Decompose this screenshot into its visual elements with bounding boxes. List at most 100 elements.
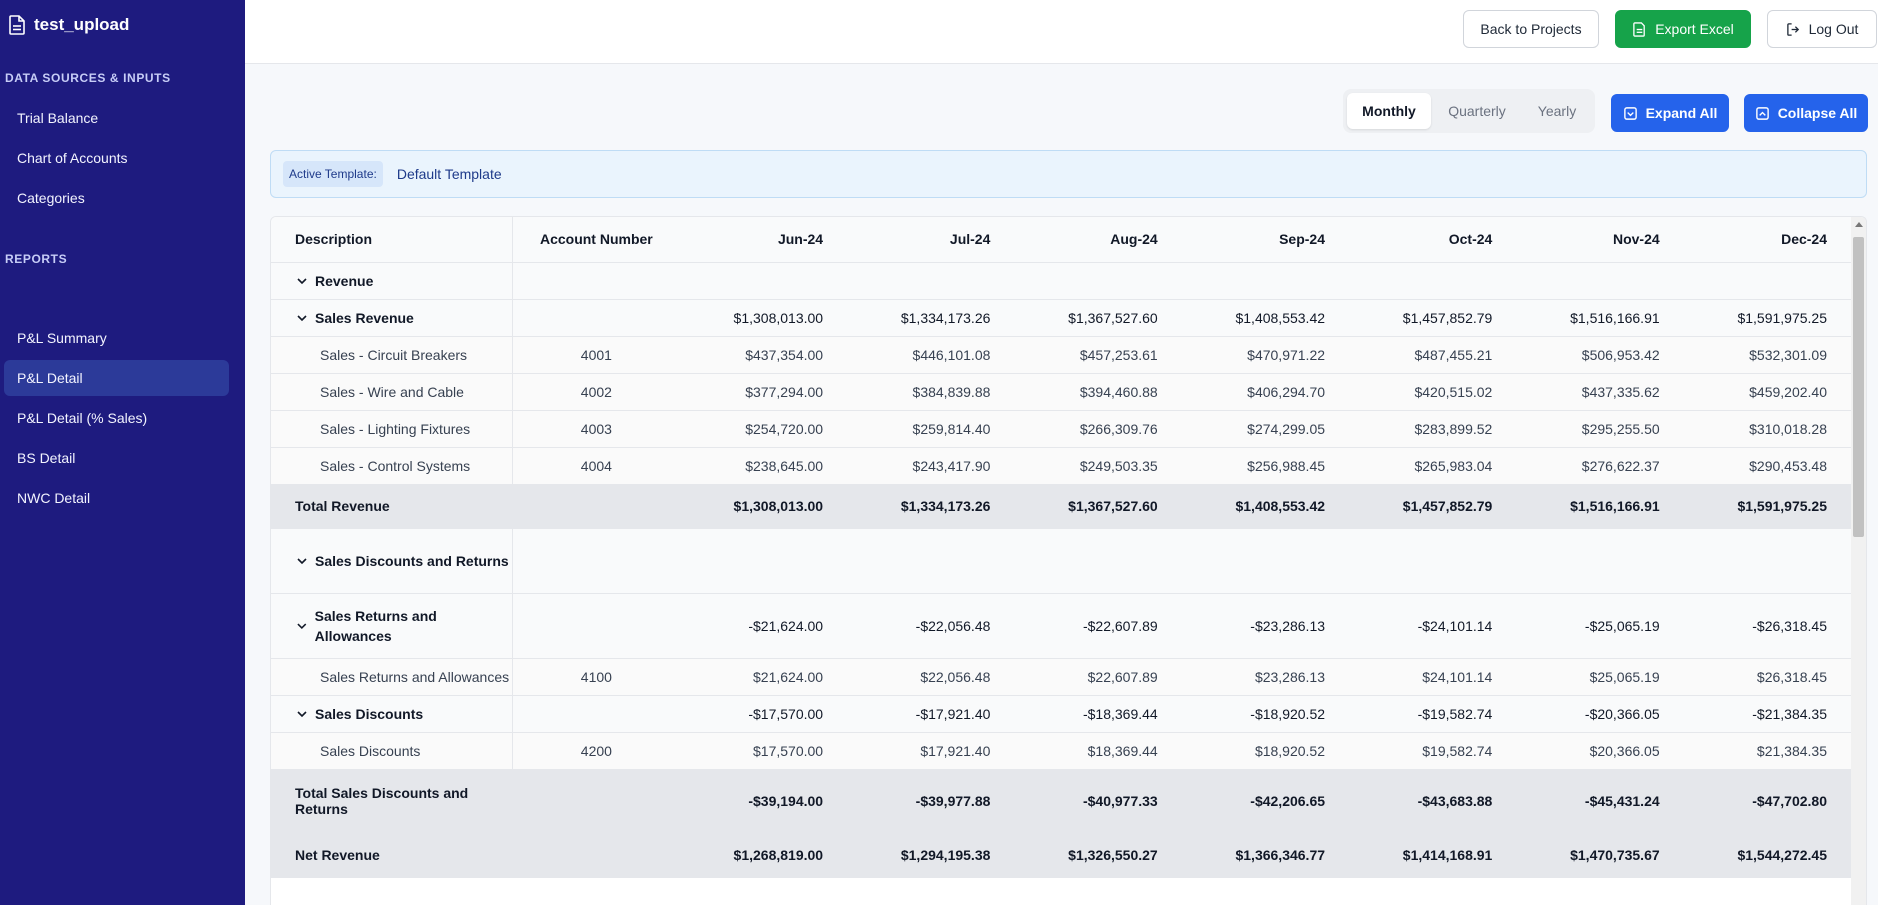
group-row[interactable]: Sales Revenue $1,308,013.00 $1,334,173.26 $… bbox=[271, 299, 1851, 336]
sidebar-item-bs-detail[interactable]: BS Detail bbox=[17, 450, 76, 466]
row-value-nov-24: $1,516,166.91 bbox=[1516, 299, 1684, 336]
row-description-label: Net Revenue bbox=[295, 847, 380, 863]
sidebar-item-nwc-detail[interactable]: NWC Detail bbox=[17, 490, 91, 506]
log-out-button[interactable]: Log Out bbox=[1767, 10, 1877, 48]
group-row[interactable]: Revenue bbox=[271, 262, 1851, 299]
row-value-oct-24: $487,455.21 bbox=[1349, 336, 1517, 373]
row-value-dec-24: $26,318.45 bbox=[1683, 658, 1851, 695]
row-value-jul-24 bbox=[847, 262, 1015, 299]
row-description[interactable]: Sales Discounts and Returns bbox=[271, 528, 513, 593]
row-value-jul-24: -$22,056.48 bbox=[847, 593, 1015, 658]
sidebar-item-trial-balance[interactable]: Trial Balance bbox=[17, 110, 99, 126]
export-excel-button[interactable]: Export Excel bbox=[1615, 10, 1751, 48]
column-header-jun-24: Jun-24 bbox=[679, 217, 848, 263]
row-account-number: 4200 bbox=[512, 732, 680, 769]
row-value-jul-24: $1,334,173.26 bbox=[847, 299, 1015, 336]
project-title: test_upload bbox=[34, 15, 130, 34]
row-value-nov-24: $437,335.62 bbox=[1516, 373, 1684, 410]
section-header-data-sources: DATA SOURCES & INPUTS bbox=[5, 71, 171, 85]
row-value-oct-24: $19,582.74 bbox=[1349, 732, 1517, 769]
row-value-nov-24: -$25,065.19 bbox=[1516, 593, 1684, 658]
period-monthly[interactable]: Monthly bbox=[1347, 93, 1431, 129]
row-value-jul-24: $1,334,173.26 bbox=[847, 484, 1015, 528]
chevron-down-icon[interactable] bbox=[295, 311, 309, 325]
row-value-oct-24: -$24,101.14 bbox=[1349, 593, 1517, 658]
group-row[interactable]: Sales Discounts and Returns bbox=[271, 528, 1851, 593]
period-quarterly[interactable]: Quarterly bbox=[1448, 103, 1506, 119]
row-account-number: 4004 bbox=[512, 447, 680, 484]
expand-all-button[interactable]: Expand All bbox=[1611, 94, 1729, 132]
period-yearly[interactable]: Yearly bbox=[1537, 103, 1577, 119]
row-value-aug-24: $249,503.35 bbox=[1014, 447, 1182, 484]
row-value-sep-24: -$18,920.52 bbox=[1181, 695, 1350, 732]
sidebar-item-pl-summary[interactable]: P&L Summary bbox=[17, 330, 107, 346]
row-description-label: Sales - Circuit Breakers bbox=[320, 346, 468, 363]
row-description: Sales - Control Systems bbox=[271, 447, 513, 484]
row-value-oct-24: $420,515.02 bbox=[1349, 373, 1517, 410]
chevron-down-icon[interactable] bbox=[295, 707, 309, 721]
row-description-label: Sales - Wire and Cable bbox=[320, 383, 464, 400]
row-value-nov-24: $1,470,735.67 bbox=[1516, 833, 1684, 877]
row-value-jul-24: $22,056.48 bbox=[847, 658, 1015, 695]
row-value-oct-24: $265,983.04 bbox=[1349, 447, 1517, 484]
row-value-dec-24: -$26,318.45 bbox=[1683, 593, 1851, 658]
row-description[interactable]: Sales Revenue bbox=[271, 299, 513, 336]
scrollbar-thumb[interactable] bbox=[1853, 237, 1864, 537]
row-value-aug-24: -$22,607.89 bbox=[1014, 593, 1182, 658]
row-value-sep-24: $1,408,553.42 bbox=[1181, 484, 1350, 528]
sidebar-item-pl-detail-pct-sales[interactable]: P&L Detail (% Sales) bbox=[17, 410, 148, 426]
row-value-dec-24 bbox=[1683, 528, 1851, 593]
row-description[interactable]: Revenue bbox=[271, 262, 513, 299]
row-value-nov-24 bbox=[1516, 528, 1684, 593]
row-value-aug-24: $22,607.89 bbox=[1014, 658, 1182, 695]
row-account-number bbox=[512, 833, 680, 877]
row-value-dec-24: -$21,384.35 bbox=[1683, 695, 1851, 732]
active-template-label: Active Template: bbox=[283, 161, 383, 187]
row-description[interactable]: Sales Discounts bbox=[271, 695, 513, 732]
row-value-oct-24: $1,414,168.91 bbox=[1349, 833, 1517, 877]
sidebar-item-chart-of-accounts[interactable]: Chart of Accounts bbox=[17, 150, 128, 166]
group-row[interactable]: Sales Returns and Allowances -$21,624.00-… bbox=[271, 593, 1851, 658]
active-template-value[interactable]: Default Template bbox=[396, 166, 502, 182]
row-account-number bbox=[512, 528, 680, 593]
chevron-down-icon[interactable] bbox=[295, 274, 309, 288]
sidebar-item-pl-detail[interactable]: P&L Detail bbox=[4, 360, 229, 396]
row-value-jul-24: $1,294,195.38 bbox=[847, 833, 1015, 877]
chevron-down-icon[interactable] bbox=[295, 554, 309, 568]
row-description-label: Sales Discounts bbox=[320, 742, 421, 759]
row-value-aug-24: $457,253.61 bbox=[1014, 336, 1182, 373]
row-description-label: Sales Discounts and Returns bbox=[315, 552, 509, 569]
row-value-jun-24: $254,720.00 bbox=[679, 410, 848, 447]
row-value-aug-24: $1,326,550.27 bbox=[1014, 833, 1182, 877]
row-account-number bbox=[512, 484, 680, 528]
row-value-nov-24: $25,065.19 bbox=[1516, 658, 1684, 695]
active-template-banner: Active Template: Default Template bbox=[270, 150, 1867, 198]
row-value-jun-24: $1,268,819.00 bbox=[679, 833, 848, 877]
column-header-oct-24: Oct-24 bbox=[1349, 217, 1517, 263]
row-value-dec-24: $1,591,975.25 bbox=[1683, 484, 1851, 528]
row-description-label: Sales Returns and Allowances bbox=[320, 668, 510, 685]
row-value-jun-24 bbox=[679, 262, 848, 299]
row-description: Sales - Lighting Fixtures bbox=[271, 410, 513, 447]
collapse-all-button[interactable]: Collapse All bbox=[1744, 94, 1868, 132]
scroll-up-arrow-icon[interactable] bbox=[1855, 222, 1863, 227]
row-value-aug-24: $1,367,527.60 bbox=[1014, 299, 1182, 336]
row-description-label: Sales - Control Systems bbox=[320, 457, 471, 474]
column-header-jul-24: Jul-24 bbox=[847, 217, 1015, 263]
sidebar-item-categories[interactable]: Categories bbox=[17, 190, 85, 206]
row-value-sep-24: $1,408,553.42 bbox=[1181, 299, 1350, 336]
vertical-scrollbar[interactable] bbox=[1851, 217, 1866, 905]
back-to-projects-button[interactable]: Back to Projects bbox=[1463, 10, 1599, 48]
row-value-sep-24: $256,988.45 bbox=[1181, 447, 1350, 484]
row-value-aug-24: -$40,977.33 bbox=[1014, 769, 1182, 833]
row-value-dec-24: $1,544,272.45 bbox=[1683, 833, 1851, 877]
chevron-down-icon[interactable] bbox=[295, 619, 309, 633]
row-description[interactable]: Sales Returns and Allowances bbox=[271, 593, 513, 658]
row-value-oct-24: $1,457,852.79 bbox=[1349, 484, 1517, 528]
group-row[interactable]: Sales Discounts -$17,570.00 -$17,921.40 -$1… bbox=[271, 695, 1851, 732]
row-account-number bbox=[512, 593, 680, 658]
row-value-aug-24: $266,309.76 bbox=[1014, 410, 1182, 447]
column-header-dec-24: Dec-24 bbox=[1683, 217, 1851, 263]
row-value-sep-24 bbox=[1181, 262, 1350, 299]
row-value-jul-24 bbox=[847, 528, 1015, 593]
